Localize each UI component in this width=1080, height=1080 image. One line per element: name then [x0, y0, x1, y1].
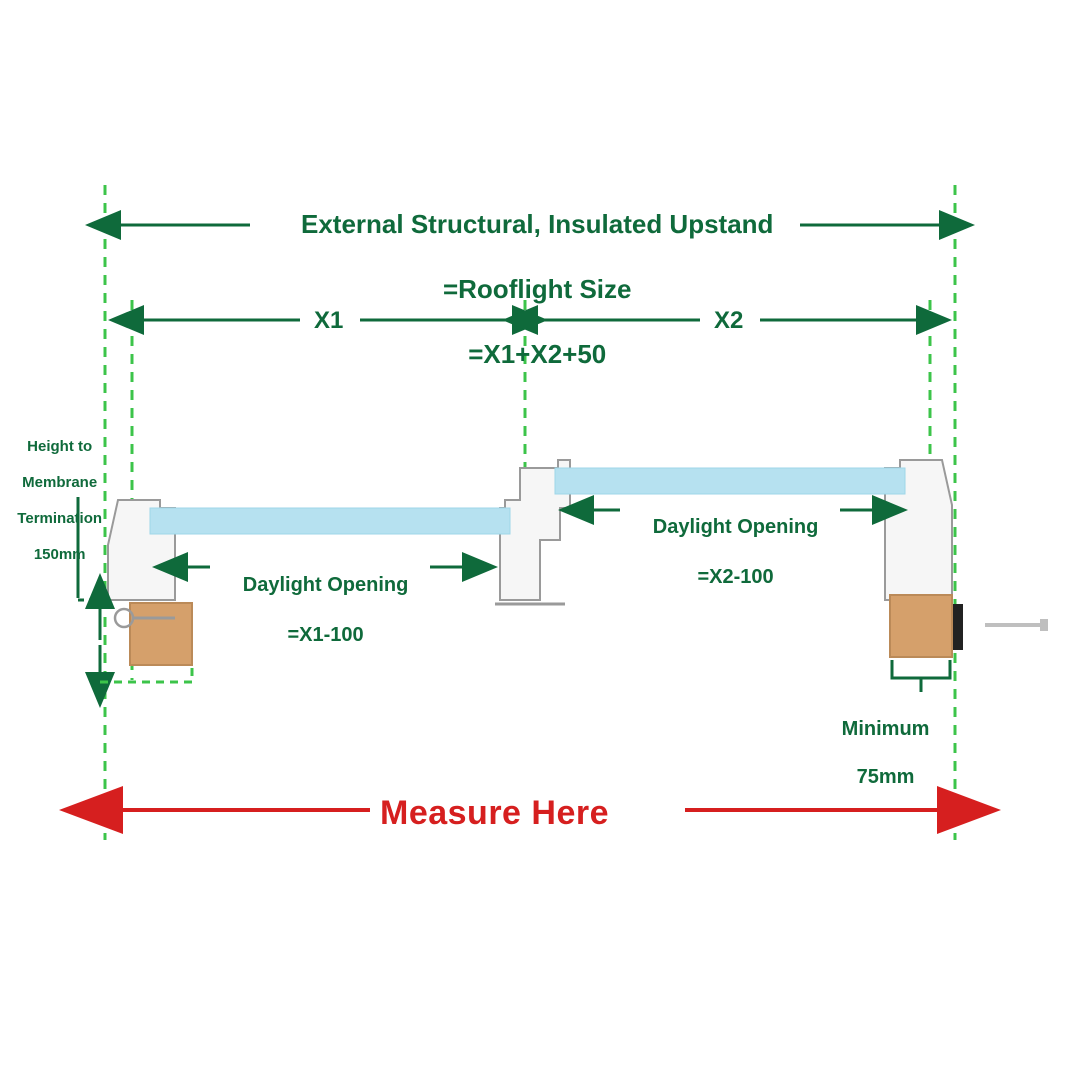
diagram-stage: External Structural, Insulated Upstand =… — [0, 0, 1080, 1080]
min75-label: Minimum 75mm — [820, 693, 940, 789]
title: External Structural, Insulated Upstand =… — [265, 175, 795, 370]
title-line3: =X1+X2+50 — [468, 339, 606, 369]
x2-label: X2 — [714, 306, 743, 336]
timber-right — [890, 595, 952, 657]
glass-left — [150, 508, 510, 534]
timber-left — [130, 603, 192, 665]
title-line2: =Rooflight Size — [443, 274, 632, 304]
height-label: Height to Membrane Termination 150mm — [8, 420, 103, 564]
min75-bracket — [892, 660, 950, 692]
daylight-right-label: Daylight Opening =X2-100 — [630, 490, 830, 590]
x1-label: X1 — [314, 306, 343, 336]
title-line1: External Structural, Insulated Upstand — [301, 209, 773, 239]
measure-label: Measure Here — [380, 792, 609, 835]
diagram-svg — [0, 0, 1080, 1080]
daylight-left-label: Daylight Opening =X1-100 — [220, 548, 420, 648]
